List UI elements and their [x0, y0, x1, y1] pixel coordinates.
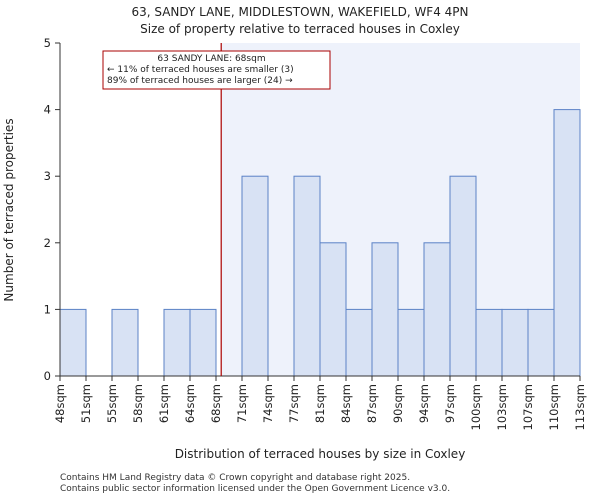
annotation-line-3: 89% of terraced houses are larger (24) →: [107, 76, 293, 86]
x-tick-label-94sqm: 94sqm: [417, 384, 431, 423]
x-tick-label-51sqm: 51sqm: [79, 384, 93, 423]
x-tick-label-110sqm: 110sqm: [547, 384, 561, 430]
footer-line-2: Contains public sector information licen…: [60, 484, 451, 494]
x-tick-label-64sqm: 64sqm: [183, 384, 197, 423]
bar-84sqm: [345, 308, 373, 377]
x-tick-label-71sqm: 71sqm: [235, 384, 249, 423]
x-tick-label-74sqm: 74sqm: [261, 384, 275, 423]
x-tick-label-77sqm: 77sqm: [287, 384, 301, 423]
bar-48sqm: [59, 308, 87, 377]
bar-55sqm: [111, 308, 139, 377]
x-tick-label-84sqm: 84sqm: [339, 384, 353, 423]
y-tick-label-5: 5: [44, 36, 51, 50]
chart-title: 63, SANDY LANE, MIDDLESTOWN, WAKEFIELD, …: [131, 5, 468, 19]
chart-subtitle: Size of property relative to terraced ho…: [140, 22, 460, 36]
bar-90sqm: [397, 308, 425, 377]
bar-61sqm: [163, 308, 191, 377]
x-tick-label-55sqm: 55sqm: [105, 384, 119, 423]
footer-line-1: Contains HM Land Registry data © Crown c…: [60, 473, 411, 483]
x-tick-label-97sqm: 97sqm: [443, 384, 457, 423]
annotation-box: [102, 50, 331, 90]
bar-94sqm: [423, 242, 451, 377]
bar-87sqm: [371, 242, 399, 377]
y-axis-label: Number of terraced properties: [2, 118, 16, 301]
x-tick-label-107sqm: 107sqm: [521, 384, 535, 430]
bar-77sqm: [293, 175, 321, 377]
x-tick-label-68sqm: 68sqm: [209, 384, 223, 423]
bar-71sqm: [241, 175, 269, 377]
y-tick-label-0: 0: [44, 369, 51, 383]
bar-110sqm: [553, 109, 581, 377]
bar-103sqm: [501, 308, 529, 377]
plot-area: 0 1 2 3 4 5 48sqm 51sqm 55sqm 58sqm 61sqm 64sqm 68sq…: [44, 36, 587, 430]
y-tick-label-3: 3: [44, 169, 51, 183]
bar-81sqm: [319, 242, 347, 377]
x-tick-label-103sqm: 103sqm: [495, 384, 509, 430]
x-tick-label-87sqm: 87sqm: [365, 384, 379, 423]
bar-97sqm: [449, 175, 477, 377]
x-tick-label-113sqm: 113sqm: [573, 384, 587, 430]
x-tick-label-90sqm: 90sqm: [391, 384, 405, 423]
y-tick-label-2: 2: [44, 236, 51, 250]
annotation-line-1: 63 SANDY LANE: 68sqm: [157, 54, 265, 64]
annotation-line-2: ← 11% of terraced houses are smaller (3): [107, 65, 294, 75]
x-axis-label: Distribution of terraced houses by size …: [175, 447, 466, 461]
bar-107sqm: [527, 308, 555, 377]
bar-64sqm: [189, 308, 217, 377]
x-tick-label-58sqm: 58sqm: [131, 384, 145, 423]
x-tick-label-61sqm: 61sqm: [157, 384, 171, 423]
y-tick-label-1: 1: [44, 302, 51, 316]
x-tick-label-100sqm: 100sqm: [469, 384, 483, 430]
y-tick-label-4: 4: [44, 103, 51, 117]
x-tick-label-48sqm: 48sqm: [53, 384, 67, 423]
x-tick-label-81sqm: 81sqm: [313, 384, 327, 423]
bar-100sqm: [475, 308, 503, 377]
